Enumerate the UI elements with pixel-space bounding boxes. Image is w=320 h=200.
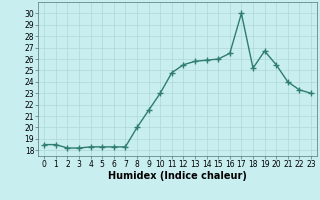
X-axis label: Humidex (Indice chaleur): Humidex (Indice chaleur) <box>108 171 247 181</box>
